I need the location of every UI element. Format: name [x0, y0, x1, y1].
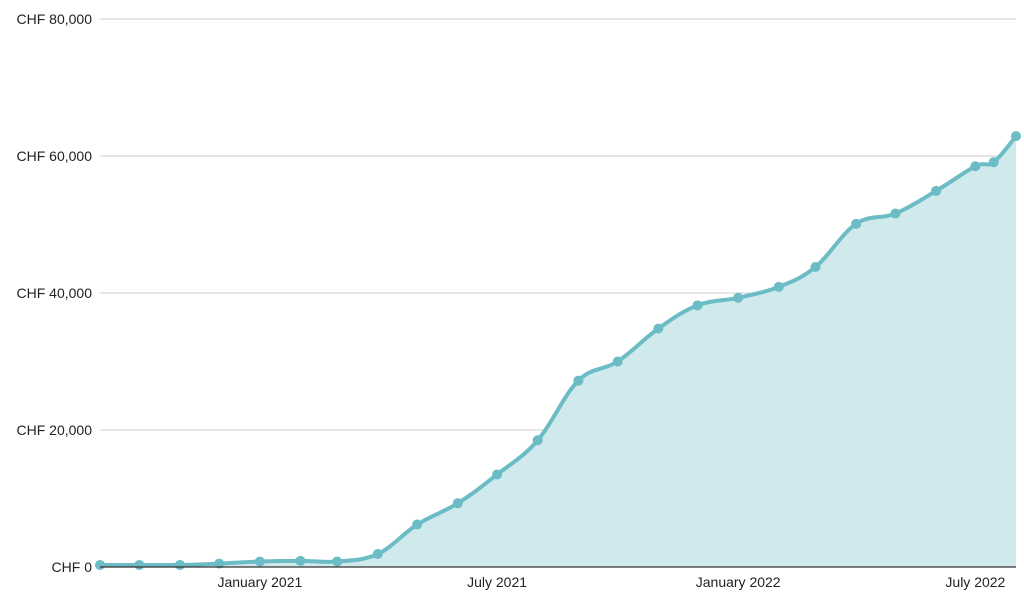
y-tick-label: CHF 60,000: [17, 148, 93, 164]
data-point: [532, 435, 543, 446]
series-area: [100, 136, 1016, 567]
data-point: [810, 261, 821, 272]
data-point: [295, 555, 306, 566]
x-tick-label: July 2021: [467, 574, 527, 590]
data-point: [95, 559, 105, 570]
y-tick-label: CHF 0: [52, 559, 93, 575]
data-point: [733, 292, 744, 303]
data-point: [692, 300, 703, 311]
data-point: [372, 548, 383, 559]
data-point: [254, 556, 265, 567]
data-point: [773, 281, 784, 292]
series-points: [95, 131, 1021, 570]
data-point: [134, 559, 145, 570]
x-tick-label: July 2022: [945, 574, 1005, 590]
data-point: [573, 375, 584, 386]
data-point: [492, 469, 503, 480]
x-tick-label: January 2021: [217, 574, 302, 590]
data-point: [851, 218, 862, 229]
y-tick-label: CHF 40,000: [17, 285, 93, 301]
data-point: [653, 323, 664, 334]
y-tick-label: CHF 20,000: [17, 422, 93, 438]
x-axis-labels: January 2021 July 2021 January 2022 July 20…: [217, 574, 1005, 590]
x-tick-label: January 2022: [696, 574, 781, 590]
data-point: [612, 356, 623, 367]
data-point: [1011, 131, 1021, 142]
y-axis-labels: CHF 0 CHF 20,000 CHF 40,000 CHF 60,000 CHF 8…: [17, 11, 93, 575]
data-point: [970, 161, 981, 172]
data-point: [931, 185, 942, 196]
data-point: [214, 558, 225, 569]
data-point: [412, 519, 423, 530]
data-point: [890, 208, 901, 219]
data-point: [174, 559, 185, 570]
area-fill: [100, 136, 1016, 567]
data-point: [452, 498, 463, 509]
data-point: [988, 157, 999, 168]
y-tick-label: CHF 80,000: [17, 11, 93, 27]
data-point: [332, 556, 343, 567]
